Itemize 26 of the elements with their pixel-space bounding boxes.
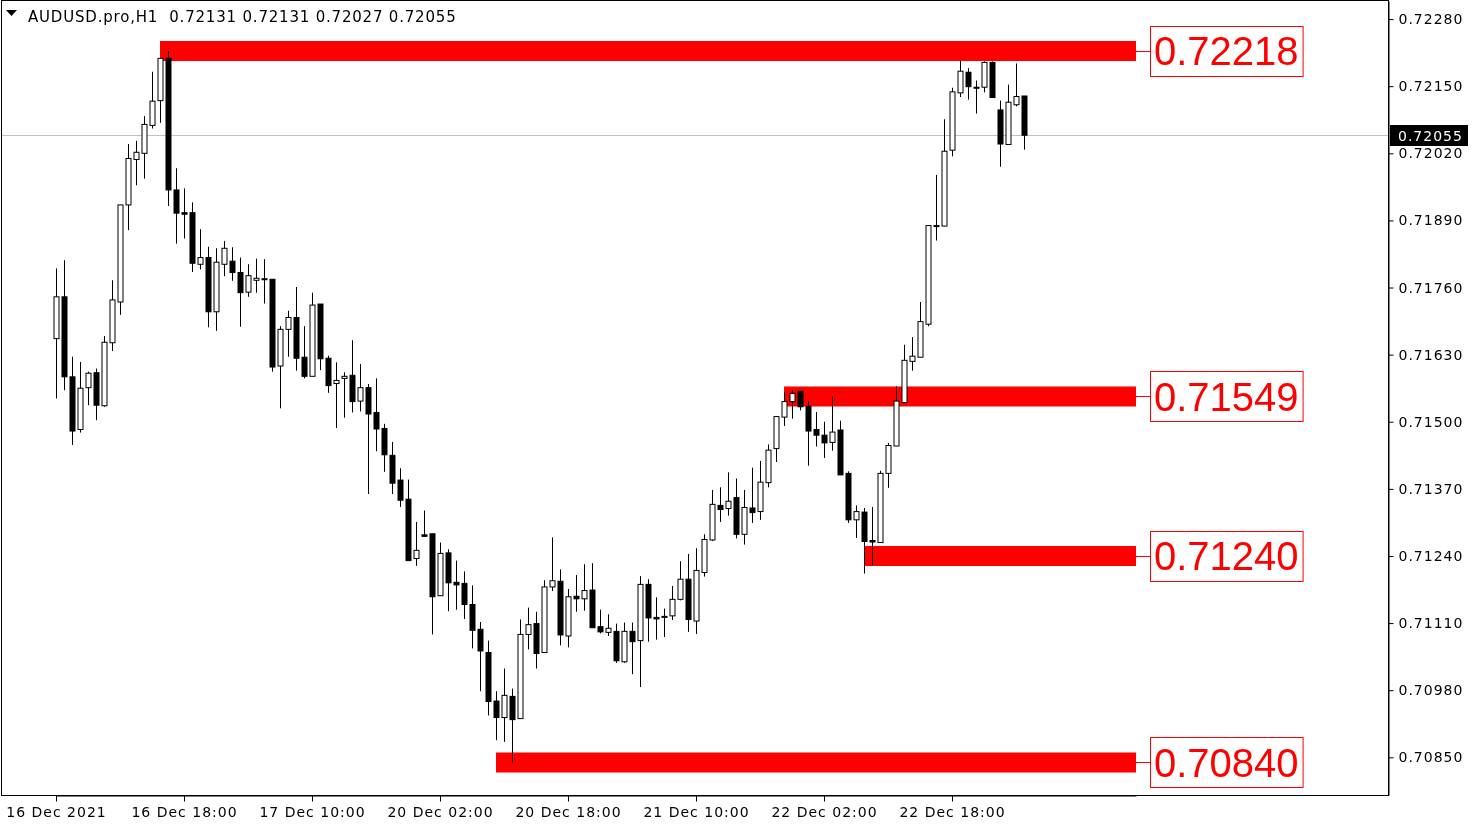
x-tick-label: 16 Dec 2021 <box>6 804 107 821</box>
y-tick-label: 0.71890 <box>1398 212 1464 229</box>
y-tick-label: 0.72280 <box>1398 11 1464 28</box>
x-tick-label: 17 Dec 10:00 <box>259 804 366 821</box>
legend-label: 0.71549 <box>1154 374 1299 419</box>
x-tick-label: 21 Dec 10:00 <box>643 804 750 821</box>
legend-label: 0.70840 <box>1154 740 1299 785</box>
y-tick-label: 0.70850 <box>1398 749 1464 766</box>
y-tick-label: 0.72150 <box>1398 78 1464 95</box>
legend-label: 0.72218 <box>1154 29 1299 74</box>
y-tick-label: 0.71110 <box>1398 615 1464 632</box>
y-tick-label: 0.71760 <box>1398 279 1464 296</box>
x-tick-label: 22 Dec 18:00 <box>899 804 1006 821</box>
x-tick-label: 20 Dec 18:00 <box>515 804 622 821</box>
legend-label: 0.71240 <box>1154 534 1299 579</box>
y-tick-label: 0.71500 <box>1398 413 1464 430</box>
y-tick-label: 0.72020 <box>1398 145 1464 162</box>
y-tick-label: 0.71630 <box>1398 346 1464 363</box>
y-tick-label: 0.71240 <box>1398 547 1464 564</box>
x-tick-label: 22 Dec 02:00 <box>771 804 878 821</box>
y-tick-label: 0.71370 <box>1398 480 1464 497</box>
ref-line-label: 0.72055 <box>1398 127 1463 144</box>
y-tick-label: 0.70980 <box>1398 682 1464 699</box>
x-tick-label: 16 Dec 18:00 <box>131 804 238 821</box>
x-tick-label: 20 Dec 02:00 <box>387 804 494 821</box>
text: AUDUSD.pro,H1 0.72131 0.72131 0.72027 0.72055 <box>28 8 457 26</box>
